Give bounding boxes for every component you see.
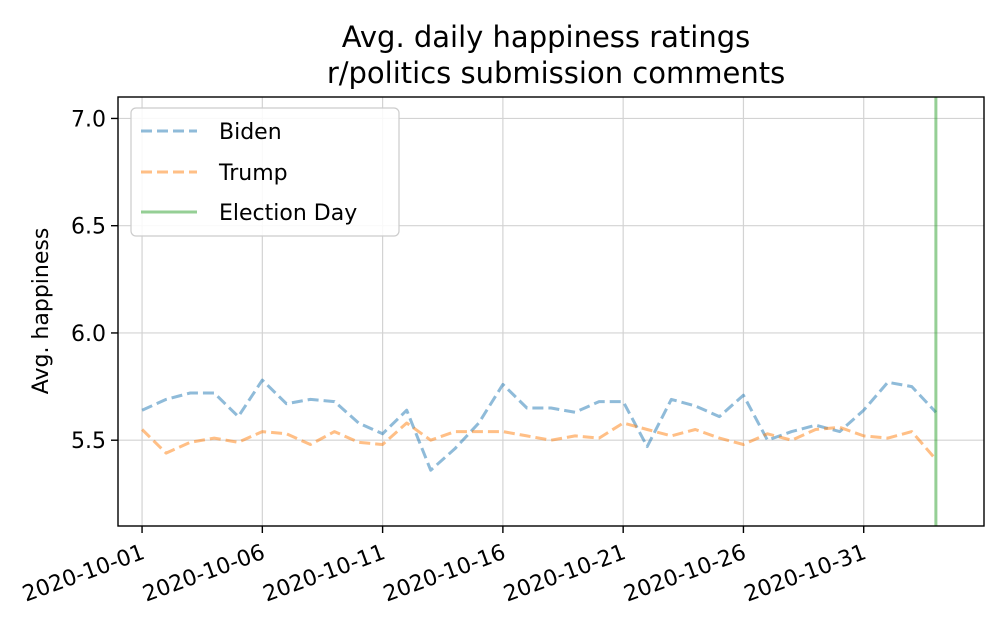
x-tick-label: 2020-10-31	[741, 540, 870, 607]
series-line-biden	[141, 378, 937, 472]
legend-label-trump: Trump	[218, 161, 288, 186]
y-tick-label: 5.5	[71, 429, 106, 454]
chart-subtitle: r/politics submission comments	[327, 56, 785, 90]
y-tick-label: 7.0	[71, 107, 106, 132]
plot-frame	[117, 96, 985, 527]
y-axis-ticks: 5.5 6.0 6.5 7.0	[71, 107, 118, 454]
x-tick-label: 2020-10-06	[140, 540, 269, 607]
x-tick-label: 2020-10-16	[380, 540, 509, 607]
y-tick-label: 6.5	[71, 215, 106, 240]
y-axis-label: Avg. happiness	[29, 228, 54, 395]
x-tick-label: 2020-10-21	[501, 540, 630, 607]
legend: Biden Trump Election Day	[130, 107, 400, 237]
x-axis-ticks: 2020-10-012020-10-062020-10-112020-10-16…	[19, 526, 870, 607]
series-line-trump	[141, 421, 938, 461]
y-tick-label: 6.0	[71, 322, 106, 347]
series-layer	[141, 97, 938, 526]
legend-label-election-day: Election Day	[219, 201, 357, 226]
x-tick-label: 2020-10-01	[19, 540, 148, 607]
legend-box	[130, 107, 400, 237]
chart-title: Avg. daily happiness ratings	[342, 20, 751, 54]
x-tick-label: 2020-10-11	[260, 540, 389, 607]
legend-label-biden: Biden	[219, 120, 282, 145]
x-tick-label: 2020-10-26	[621, 540, 750, 607]
